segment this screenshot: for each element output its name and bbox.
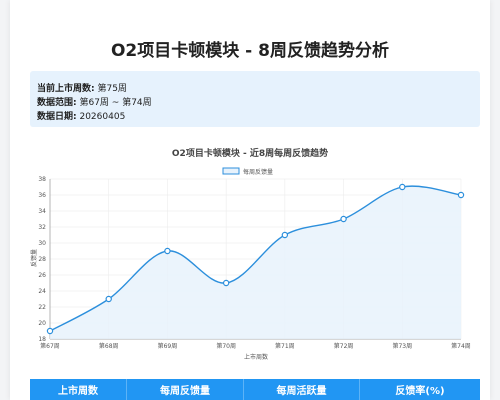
data-point[interactable] xyxy=(105,295,112,303)
y-tick-label: 36 xyxy=(38,192,46,199)
x-tick-label: 第69周 xyxy=(158,342,178,350)
y-tick-label: 38 xyxy=(38,176,46,183)
y-axis-label: 反馈量 xyxy=(30,249,38,267)
y-tick-label: 24 xyxy=(38,288,46,295)
y-tick-label: 18 xyxy=(38,336,46,343)
data-point[interactable] xyxy=(164,247,171,255)
table-header: 上市周数 每周反馈量 每周活跃量 反馈率(%) xyxy=(30,379,480,400)
x-tick-label: 第68周 xyxy=(99,342,119,350)
y-tick-label: 22 xyxy=(38,304,46,311)
x-tick-label: 第73周 xyxy=(392,342,412,350)
data-point[interactable] xyxy=(457,191,465,199)
legend-label: 每周反馈量 xyxy=(243,168,273,176)
info-current-week-value: 第75周 xyxy=(97,84,127,94)
chart-title: O2项目卡顿模块 - 近8周每周反馈趋势 xyxy=(172,147,328,159)
x-tick-label: 第72周 xyxy=(334,342,354,350)
info-current-week-label: 当前上市周数: xyxy=(37,84,95,94)
col-header-active[interactable]: 每周活跃量 xyxy=(244,379,360,400)
info-date-value: 20260405 xyxy=(79,112,126,122)
legend-swatch xyxy=(222,167,240,175)
y-tick-label: 32 xyxy=(38,224,46,231)
info-box: 当前上市周数: 第75周 数据范围: 第67周 ~ 第74周 数据日期: 202… xyxy=(30,71,480,127)
y-tick-label: 26 xyxy=(38,272,46,279)
page-title: O2项目卡顿模块 - 8周反馈趋势分析 xyxy=(110,41,389,61)
info-current-week: 当前上市周数: 第75周 xyxy=(37,81,127,94)
chart-legend[interactable]: 每周反馈量 xyxy=(222,167,273,176)
col-header-feedback[interactable]: 每周反馈量 xyxy=(127,379,244,400)
y-tick-label: 28 xyxy=(38,256,46,263)
report-card: O2项目卡顿模块 - 8周反馈趋势分析 当前上市周数: 第75周 数据范围: 第… xyxy=(10,0,490,400)
col-header-week[interactable]: 上市周数 xyxy=(30,379,127,400)
data-point[interactable] xyxy=(222,279,230,287)
x-tick-label: 第71周 xyxy=(275,342,295,350)
info-date: 数据日期: 20260405 xyxy=(37,109,125,122)
data-point[interactable] xyxy=(340,215,347,223)
info-range: 数据范围: 第67周 ~ 第74周 xyxy=(37,95,152,108)
y-tick-label: 34 xyxy=(38,208,46,215)
info-date-label: 数据日期: xyxy=(37,112,77,122)
x-tick-label: 第67周 xyxy=(40,342,60,350)
series-points xyxy=(46,183,465,335)
info-range-value: 第67周 ~ 第74周 xyxy=(79,98,152,108)
y-tick-label: 30 xyxy=(38,240,46,247)
info-range-label: 数据范围: xyxy=(37,98,77,108)
x-tick-label: 第70周 xyxy=(216,342,236,350)
x-tick-label: 第74周 xyxy=(451,342,471,350)
series-line xyxy=(49,185,462,332)
trend-chart: O2项目卡顿模块 - 近8周每周反馈趋势 每周反馈量 18 20 22 24 26 28 3… xyxy=(30,147,471,361)
x-axis-label: 上市周数 xyxy=(244,353,268,361)
data-point[interactable] xyxy=(46,327,54,335)
data-point[interactable] xyxy=(399,183,406,191)
col-header-rate[interactable]: 反馈率(%) xyxy=(360,379,480,400)
chart-container: O2项目卡顿模块 - 近8周每周反馈趋势 每周反馈量 18 20 22 24 26 28 3… xyxy=(10,140,490,370)
data-point[interactable] xyxy=(281,231,289,239)
y-tick-label: 20 xyxy=(38,320,46,327)
